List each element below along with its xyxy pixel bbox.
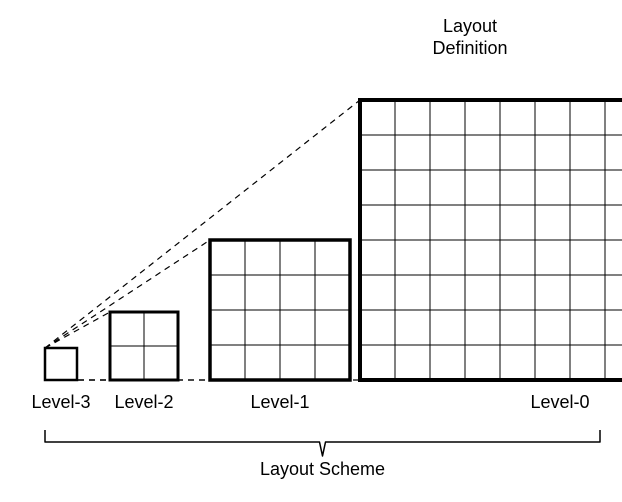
label-level-3: Level-3 — [31, 392, 90, 412]
grids-group — [45, 100, 622, 380]
title-layout: Layout — [443, 16, 497, 36]
grid-level-3 — [45, 348, 77, 380]
perspective-line — [45, 312, 110, 348]
title-definition: Definition — [432, 38, 507, 58]
grid-level-2 — [110, 312, 178, 380]
bracket-path — [45, 430, 600, 456]
layout-scheme-bracket: Layout Scheme — [45, 430, 600, 479]
bracket-label: Layout Scheme — [260, 459, 385, 479]
layout-scheme-diagram: Level-3 Level-2 Level-1 Level-0 LayoutDefini… — [0, 0, 622, 502]
grid-level-1 — [210, 240, 350, 380]
label-level-2: Level-2 — [114, 392, 173, 412]
label-level-0: Level-0 — [530, 392, 589, 412]
label-level-1: Level-1 — [250, 392, 309, 412]
grid-level-0 — [360, 100, 622, 380]
